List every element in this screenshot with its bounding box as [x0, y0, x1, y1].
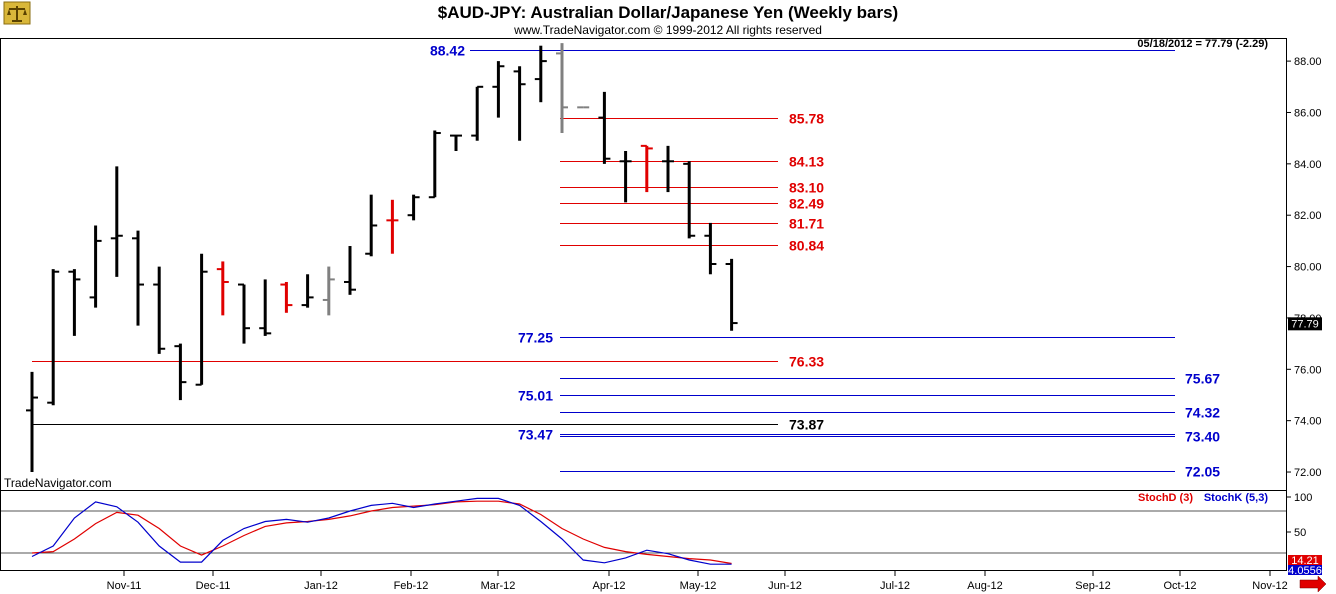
ohlc-bar [174, 343, 187, 401]
ohlc-bar [344, 246, 356, 295]
ohlc-bar [556, 43, 568, 134]
x-tick-label: Dec-11 [196, 580, 231, 592]
ohlc-bar [450, 134, 462, 151]
last-price-info: 05/18/2012 = 77.79 (-2.29) [1137, 38, 1268, 50]
ohlc-bar [259, 279, 272, 336]
stochd-last-box [1288, 555, 1322, 565]
y-tick-label: 82.00 [1294, 210, 1322, 222]
watermark: TradeNavigator.com [4, 476, 112, 490]
x-tick-label: Apr-12 [592, 580, 625, 592]
level-label: 88.42 [430, 43, 465, 59]
y-tick-label: 84.00 [1294, 159, 1322, 171]
ohlc-bar [534, 45, 547, 103]
x-tick-label: Feb-12 [394, 580, 429, 592]
level-label: 84.13 [789, 154, 824, 170]
level-label: 85.78 [789, 111, 824, 127]
x-tick-label: Nov-11 [107, 580, 142, 592]
x-tick-label: May-12 [680, 580, 717, 592]
stochastic-panel-frame [0, 490, 1287, 571]
price-bars [26, 43, 738, 473]
legend-stochd: StochD (3) [1138, 492, 1193, 504]
level-label: 82.49 [789, 196, 824, 212]
level-label: 77.25 [518, 330, 553, 346]
ohlc-bar [471, 85, 484, 141]
level-label: 80.84 [789, 238, 824, 254]
level-label: 81.71 [789, 216, 824, 232]
x-tick-label: Mar-12 [481, 580, 516, 592]
ohlc-bar [280, 281, 293, 313]
level-label: 83.10 [789, 180, 824, 196]
ohlc-bar [68, 269, 81, 336]
level-label: 75.67 [1185, 371, 1220, 387]
x-tick-label: Oct-12 [1163, 580, 1196, 592]
x-tick-label: Jul-12 [880, 580, 910, 592]
stoch-series-line [31, 497, 732, 565]
ohlc-bar [407, 194, 420, 221]
x-tick-label: Jun-12 [768, 580, 802, 592]
x-tick-label: Aug-12 [967, 580, 1002, 592]
price-axis: 72.0074.0076.0078.0080.0082.0084.0086.00… [1286, 56, 1322, 479]
scroll-right-arrow-icon[interactable] [1299, 575, 1327, 593]
ohlc-bar [195, 253, 208, 386]
ohlc-bar [513, 66, 526, 141]
ohlc-bar [110, 166, 123, 277]
ohlc-bar [132, 230, 144, 326]
ohlc-bar [322, 266, 335, 316]
y-tick-label: 72.00 [1294, 467, 1322, 479]
scales-logo-icon [3, 1, 31, 25]
x-tick-label: Jan-12 [304, 580, 338, 592]
y-tick-label: 76.00 [1294, 364, 1322, 376]
stoch-tick-label: 100 [1294, 492, 1312, 504]
y-tick-label: 74.00 [1294, 416, 1322, 428]
stochk-last-box [1288, 565, 1322, 575]
ohlc-bar [153, 266, 166, 354]
ohlc-bar [428, 130, 441, 199]
last-price-marker: 77.79 [1288, 317, 1322, 331]
level-label: 72.05 [1185, 464, 1220, 480]
ohlc-bar [598, 91, 611, 164]
stochastic-plot: 100 50 StochD (3) StochK (5,3) 14.214.0556 [1, 492, 1322, 577]
stoch-series-line [31, 500, 732, 565]
ohlc-bar [704, 222, 717, 275]
ohlc-bar [619, 151, 632, 203]
ohlc-bar [216, 261, 229, 316]
y-tick-label: 88.00 [1294, 56, 1322, 68]
time-axis: Nov-11 Dec-11 Jan-12 Feb-12 Mar-12 Apr-12 May-… [107, 571, 1327, 593]
level-label: 73.87 [789, 417, 824, 433]
ohlc-bar [89, 225, 102, 308]
x-tick-label: Sep-12 [1075, 580, 1110, 592]
ohlc-bar [662, 145, 674, 193]
legend-stochk: StochK (5,3) [1204, 492, 1269, 504]
ohlc-bar [365, 194, 378, 257]
stochk-last-value: 4.0556 [1288, 565, 1322, 577]
level-label: 76.33 [789, 354, 824, 370]
copyright-text: www.TradeNavigator.com © 1999-2012 All r… [513, 23, 822, 37]
ohlc-bar [492, 61, 505, 118]
ohlc-bar [386, 199, 399, 254]
last-price-label: 77.79 [1291, 318, 1319, 330]
ohlc-bar [640, 144, 653, 193]
level-label: 75.01 [518, 388, 553, 404]
ohlc-bar [301, 274, 314, 308]
level-label: 73.40 [1185, 429, 1220, 445]
level-label: 74.32 [1185, 405, 1220, 421]
x-tick-label: Nov-12 [1252, 580, 1287, 592]
chart-title: $AUD-JPY: Australian Dollar/Japanese Yen… [438, 3, 898, 22]
ohlc-bar [683, 161, 696, 239]
y-tick-label: 86.00 [1294, 107, 1322, 119]
logo [3, 1, 31, 25]
ohlc-bar [238, 283, 250, 344]
ohlc-bar [47, 269, 60, 406]
stochd-last-value: 14.21 [1291, 555, 1319, 567]
y-tick-label: 80.00 [1294, 262, 1322, 274]
ohlc-bar [725, 258, 738, 331]
level-label: 73.47 [518, 427, 553, 443]
stoch-tick-label: 50 [1294, 527, 1306, 539]
ohlc-bar [26, 371, 38, 473]
